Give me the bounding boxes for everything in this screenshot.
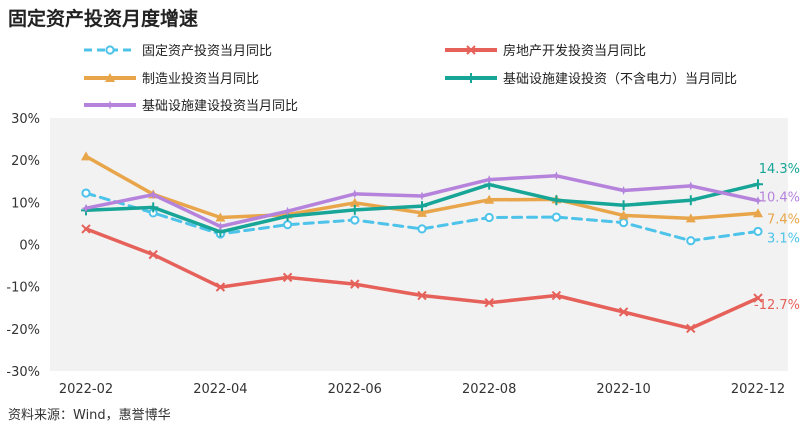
- data-point: [753, 179, 763, 190]
- legend-label: 制造业投资当月同比: [142, 71, 259, 87]
- x-tick-label: 2022-10: [596, 382, 650, 397]
- y-tick-label: -10%: [6, 281, 40, 296]
- data-point: [148, 202, 159, 213]
- plot-background: [50, 118, 788, 371]
- end-label: -12.7%: [754, 298, 800, 313]
- end-label: 7.4%: [767, 212, 800, 227]
- chart-title: 固定资产投资月度增速: [8, 8, 199, 30]
- data-point: [484, 175, 494, 185]
- data-point: [350, 215, 360, 225]
- data-point: [466, 73, 476, 83]
- data-point: [350, 189, 360, 199]
- data-point: [282, 272, 293, 283]
- data-point: [215, 221, 225, 231]
- y-tick-label: -30%: [6, 365, 40, 380]
- data-point: [685, 213, 696, 223]
- source-note: 资料来源：Wind，惠誉博华: [8, 408, 171, 423]
- legend-label: 房地产开发投资当月同比: [503, 43, 646, 59]
- data-point: [686, 323, 696, 334]
- data-point: [215, 282, 226, 292]
- y-tick-label: 20%: [11, 154, 40, 169]
- data-point: [349, 197, 360, 207]
- data-point: [81, 224, 91, 234]
- data-point: [417, 224, 427, 234]
- data-point: [81, 151, 91, 161]
- data-point: [81, 188, 91, 198]
- data-point: [466, 45, 476, 55]
- data-point: [618, 200, 629, 211]
- data-point: [686, 181, 696, 191]
- data-point: [417, 207, 427, 217]
- series-5: [81, 171, 763, 231]
- y-tick-label: 10%: [11, 196, 40, 211]
- data-point: [283, 220, 293, 230]
- series-4: [81, 179, 763, 237]
- data-point: [148, 190, 158, 200]
- plot-area: [50, 118, 788, 371]
- data-point: [618, 307, 629, 317]
- legend-label: 基础设施建设投资当月同比: [142, 98, 298, 114]
- x-tick-label: 2022-08: [462, 382, 516, 397]
- axes: 30% 20% 10% 0% -10% -20% -30% 2022-02 2022-04 202…: [6, 112, 785, 397]
- legend-item: 制造业投资当月同比: [84, 71, 259, 87]
- legend-item: 基础设施建设投资当月同比: [84, 98, 298, 114]
- legend-item: 基础设施建设投资（不含电力）当月同比: [445, 71, 737, 87]
- data-point: [105, 45, 115, 55]
- data-point: [417, 191, 427, 201]
- data-point: [551, 171, 561, 181]
- data-point: [618, 210, 629, 220]
- data-point: [753, 226, 763, 237]
- data-point: [417, 290, 427, 301]
- series-2: [81, 224, 763, 334]
- data-point: [350, 279, 360, 289]
- x-tick-label: 2022-06: [328, 382, 382, 397]
- data-point: [753, 208, 763, 218]
- data-point: [551, 212, 562, 222]
- data-point: [349, 204, 360, 215]
- data-point: [105, 100, 115, 110]
- series-group: [81, 151, 763, 334]
- data-point: [551, 195, 562, 206]
- y-tick-label: 0%: [19, 239, 40, 254]
- data-point: [753, 196, 763, 206]
- data-point: [753, 293, 763, 303]
- x-tick-label: 2022-04: [193, 382, 247, 397]
- data-point: [484, 194, 495, 204]
- x-tick-label: 2022-02: [59, 382, 113, 397]
- data-point: [148, 249, 158, 260]
- data-point: [417, 201, 427, 212]
- end-label: 3.1%: [767, 231, 800, 246]
- end-labels: 3.1% -12.7% 7.4% 14.3% 10.4%: [754, 162, 800, 313]
- legend-item: 房地产开发投资当月同比: [445, 43, 646, 59]
- end-label: 14.3%: [759, 162, 800, 177]
- data-point: [685, 195, 696, 206]
- series-line: [84, 191, 760, 243]
- x-tick-label: 2022-12: [731, 382, 785, 397]
- data-point: [551, 290, 562, 301]
- data-point: [619, 217, 629, 228]
- legend-label: 固定资产投资当月同比: [142, 43, 272, 59]
- data-point: [105, 73, 115, 82]
- data-point: [81, 203, 91, 213]
- data-point: [686, 236, 696, 246]
- y-tick-label: -20%: [6, 323, 40, 338]
- data-point: [215, 212, 226, 222]
- data-point: [283, 206, 293, 216]
- y-tick-label: 30%: [11, 112, 40, 127]
- legend-label: 基础设施建设投资（不含电力）当月同比: [503, 71, 737, 87]
- end-label: 10.4%: [759, 191, 800, 206]
- legend-item: 固定资产投资当月同比: [84, 43, 272, 59]
- data-point: [484, 297, 494, 308]
- data-point: [619, 186, 629, 195]
- data-point: [484, 212, 494, 223]
